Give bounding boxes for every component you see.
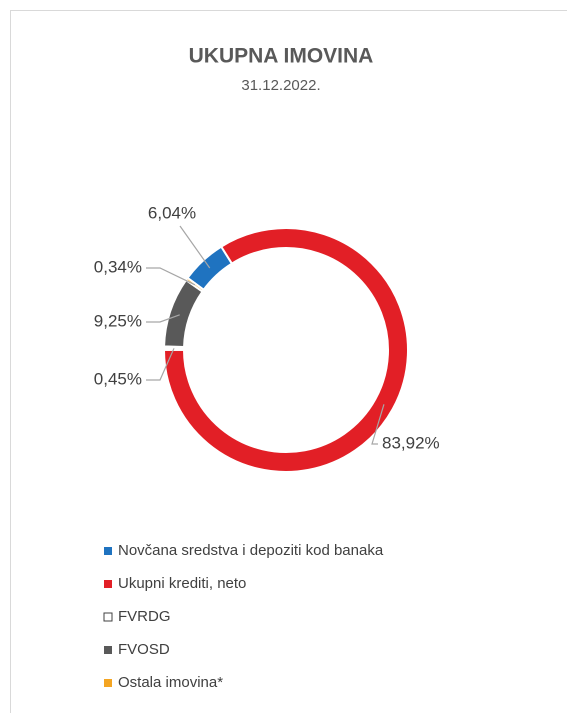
chart-title: UKUPNA IMOVINA [189,45,374,68]
legend-marker [104,580,112,588]
data-label: 6,04% [148,203,196,222]
legend-label: Ukupni krediti, neto [118,575,246,592]
data-label: 0,34% [94,257,142,276]
leader-line [179,225,211,269]
leader-line [146,314,180,323]
data-label: 83,92% [382,433,440,452]
legend-marker [104,679,112,687]
legend-label: Ostala imovina* [118,674,223,691]
donut-segment [163,278,204,349]
legend-marker [104,646,112,654]
chart-frame [10,10,567,713]
leader-line [146,267,196,286]
legend-marker [103,612,113,622]
legend-label: Novčana sredstva i depoziti kod banaka [118,542,384,559]
chart-subtitle: 31.12.2022. [241,77,320,94]
leader-line [371,404,385,445]
donut-segment [162,227,409,473]
legend-label: FVRDG [118,608,171,625]
legend-label: FVOSD [118,641,170,658]
data-label: 0,45% [94,369,142,388]
data-label: 9,25% [94,311,142,330]
leader-line [146,348,175,381]
legend-marker [104,547,112,555]
